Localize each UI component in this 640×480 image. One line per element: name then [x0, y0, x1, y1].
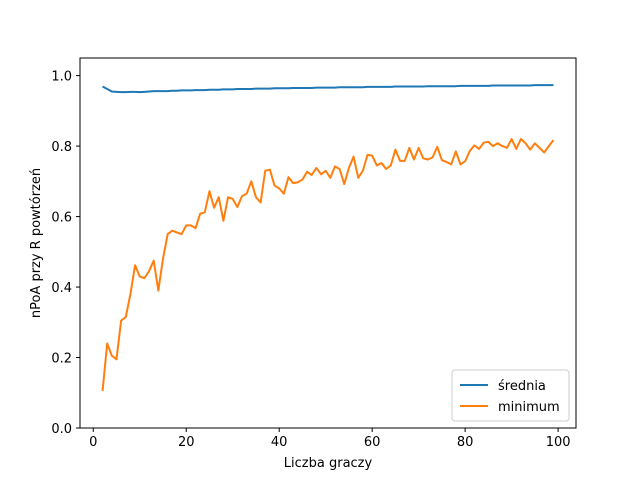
- y-tick-label: 0.6: [51, 211, 72, 226]
- series-line-srednia: [102, 84, 554, 94]
- y-tick-label: 0.2: [51, 352, 72, 367]
- y-tick-label: 1.0: [51, 70, 72, 85]
- y-tick-label: 0.8: [51, 140, 72, 155]
- x-tick-label: 60: [364, 435, 381, 450]
- y-axis: 0.0 0.2 0.4 0.6 0.8 1.0: [51, 70, 80, 437]
- x-axis-label: Liczba graczy: [284, 456, 373, 471]
- plot-area: [80, 58, 576, 428]
- x-tick-label: 100: [546, 435, 571, 450]
- x-tick-label: 40: [271, 435, 288, 450]
- x-tick-label: 20: [178, 435, 195, 450]
- y-tick-label: 0.4: [51, 281, 72, 296]
- y-axis-label: nPoA przy R powtórzeń: [29, 168, 44, 318]
- legend-box: [451, 369, 570, 422]
- x-tick-label: 80: [457, 435, 474, 450]
- series-line-minimum: [101, 138, 555, 392]
- legend-label-srednia: średnia: [498, 379, 546, 394]
- y-tick-label: 0.0: [51, 422, 72, 437]
- x-tick-label: 0: [89, 435, 97, 450]
- plot-frame: [79, 57, 577, 429]
- x-axis: 0 20 40 60 80 100: [89, 428, 571, 450]
- legend: średnia minimum: [451, 369, 570, 422]
- legend-label-minimum: minimum: [498, 400, 560, 415]
- series-layer: [101, 84, 555, 392]
